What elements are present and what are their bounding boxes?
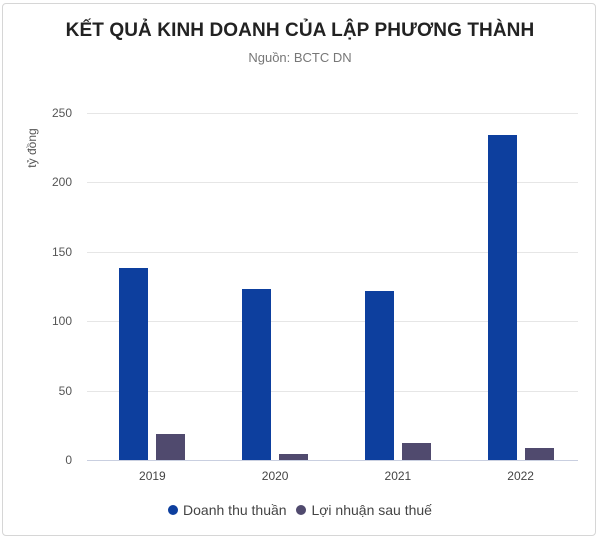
legend-item-revenue[interactable]: Doanh thu thuần xyxy=(168,502,287,518)
legend-dot-icon xyxy=(168,505,179,515)
bar-revenue-2022[interactable] xyxy=(487,135,517,460)
x-axis-line xyxy=(87,460,578,461)
bar-profit-2022[interactable] xyxy=(524,447,554,460)
gridline xyxy=(87,390,578,392)
gridline xyxy=(87,321,578,323)
y-tick-label: 150 xyxy=(51,244,72,259)
gridline xyxy=(87,113,578,114)
chart-subtitle: Nguồn: BCTC DN xyxy=(248,50,352,65)
x-tick-label: 2019 xyxy=(139,469,166,483)
gridline xyxy=(87,251,578,253)
bar-profit-2020[interactable] xyxy=(279,454,309,460)
legend: Doanh thu thuần Lợi nhuận sau thuế xyxy=(0,502,600,518)
y-tick-label: 100 xyxy=(51,314,72,329)
x-tick-label: 2021 xyxy=(384,469,412,483)
bar-revenue-2021[interactable] xyxy=(364,290,394,460)
chart-title: KẾT QUẢ KINH DOANH CỦA LẬP PHƯƠNG THÀNH xyxy=(65,20,535,41)
y-tick-label: 200 xyxy=(51,175,72,190)
y-tick-label: 50 xyxy=(58,383,72,398)
bar-profit-2019[interactable] xyxy=(156,433,186,460)
legend-dot-icon xyxy=(296,505,307,515)
x-tick-label: 2020 xyxy=(261,469,289,483)
bar-revenue-2020[interactable] xyxy=(242,289,272,460)
y-tick-label: 0 xyxy=(65,453,72,467)
y-tick-label: 250 xyxy=(51,106,72,120)
bar-profit-2021[interactable] xyxy=(401,443,431,460)
legend-label: Lợi nhuận sau thuế xyxy=(311,502,432,518)
bar-revenue-2019[interactable] xyxy=(119,268,149,460)
x-tick-label: 2022 xyxy=(507,469,534,483)
gridline xyxy=(87,182,578,184)
legend-label: Doanh thu thuần xyxy=(183,502,287,518)
y-axis-label: tỷ đồng xyxy=(25,128,39,168)
legend-item-profit[interactable]: Lợi nhuận sau thuế xyxy=(296,502,432,518)
